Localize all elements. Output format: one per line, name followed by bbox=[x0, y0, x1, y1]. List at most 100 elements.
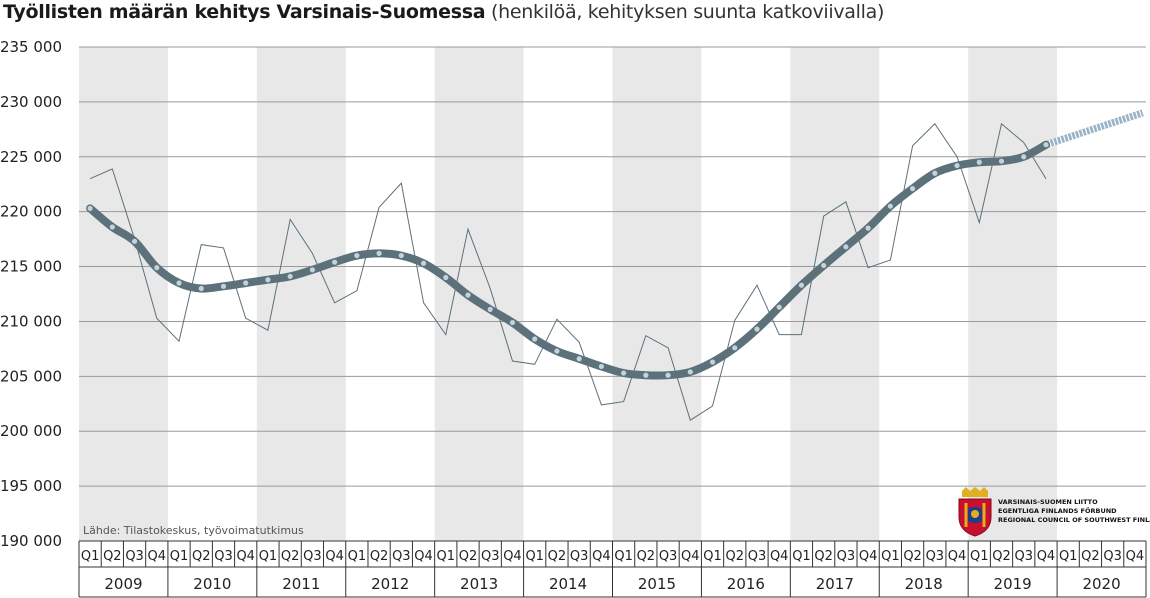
x-tick-year: 2020 bbox=[1082, 575, 1120, 593]
x-tick-quarter: Q1 bbox=[525, 549, 544, 564]
trend-point bbox=[887, 203, 893, 209]
x-tick-year: 2014 bbox=[549, 575, 587, 593]
trend-point bbox=[621, 370, 627, 376]
chart-title-main: Työllisten määrän kehitys Varsinais-Suom… bbox=[3, 1, 486, 23]
x-tick-quarter: Q2 bbox=[103, 549, 122, 564]
y-tick-label: 235 000 bbox=[0, 38, 62, 56]
trend-point bbox=[376, 250, 382, 256]
trend-point bbox=[687, 369, 693, 375]
trend-point bbox=[776, 304, 782, 310]
trend-point bbox=[1021, 154, 1027, 160]
trend-point bbox=[909, 186, 916, 192]
year-band-2011 bbox=[256, 47, 346, 541]
year-bands bbox=[79, 47, 1058, 541]
x-tick-quarter: Q4 bbox=[1126, 549, 1145, 564]
trend-point bbox=[354, 252, 360, 259]
trend-point bbox=[509, 319, 516, 326]
trend-point bbox=[576, 356, 582, 362]
x-tick-quarter: Q1 bbox=[437, 549, 456, 564]
x-tick-year: 2016 bbox=[727, 575, 765, 593]
x-tick-quarter: Q4 bbox=[414, 549, 433, 564]
y-tick-label: 200 000 bbox=[0, 422, 62, 440]
trend-point bbox=[798, 282, 805, 288]
x-tick-quarter: Q1 bbox=[970, 549, 989, 564]
trend-point bbox=[154, 265, 160, 271]
trend-point bbox=[487, 306, 493, 312]
x-tick-quarter: Q1 bbox=[348, 549, 367, 564]
x-tick-quarter: Q4 bbox=[1037, 549, 1056, 564]
trend-point bbox=[865, 225, 871, 231]
trend-point bbox=[109, 224, 115, 230]
trend-point bbox=[976, 159, 982, 165]
x-tick-quarter: Q3 bbox=[1103, 549, 1122, 564]
series-layer bbox=[86, 109, 1144, 421]
x-tick-quarter: Q2 bbox=[459, 549, 478, 564]
trend-point bbox=[954, 162, 960, 169]
x-tick-quarter: Q2 bbox=[992, 549, 1011, 564]
y-tick-label: 225 000 bbox=[0, 148, 62, 166]
x-tick-quarter: Q2 bbox=[1081, 549, 1100, 564]
trend-point bbox=[821, 262, 827, 269]
logo-text: VARSINAIS-SUOMEN LIITTO EGENTLIGA FINLAN… bbox=[998, 498, 1150, 525]
x-tick-quarter: Q2 bbox=[192, 549, 211, 564]
x-tick-quarter: Q2 bbox=[281, 549, 300, 564]
trend-point bbox=[665, 372, 671, 378]
x-tick-quarter: Q4 bbox=[948, 549, 967, 564]
trend-point bbox=[598, 363, 604, 370]
trend-point bbox=[243, 280, 249, 286]
year-band-2013 bbox=[434, 47, 524, 541]
trend-point bbox=[87, 205, 93, 211]
y-tick-label: 215 000 bbox=[0, 258, 62, 276]
x-tick-quarter: Q1 bbox=[703, 549, 722, 564]
x-tick-quarter: Q2 bbox=[548, 549, 567, 564]
trend-point bbox=[398, 252, 404, 259]
trend-point bbox=[332, 259, 338, 265]
y-tick-label: 220 000 bbox=[0, 203, 62, 221]
y-tick-label: 195 000 bbox=[0, 477, 62, 495]
x-tick-quarter: Q2 bbox=[814, 549, 833, 564]
year-band-2015 bbox=[612, 47, 702, 541]
trend-point bbox=[843, 244, 849, 250]
x-tick-quarter: Q1 bbox=[881, 549, 900, 564]
series-trend-line bbox=[86, 140, 1050, 380]
trend-point bbox=[532, 336, 538, 342]
trend-point bbox=[465, 292, 471, 298]
x-tick-quarter: Q1 bbox=[81, 549, 100, 564]
trend-point bbox=[287, 273, 293, 280]
x-tick-quarter: Q2 bbox=[903, 549, 922, 564]
trend-point bbox=[709, 359, 716, 365]
x-tick-quarter: Q4 bbox=[592, 549, 611, 564]
trend-point bbox=[309, 267, 316, 273]
x-tick-quarter: Q4 bbox=[148, 549, 167, 564]
x-tick-year: 2019 bbox=[994, 575, 1032, 593]
x-tick-year: 2010 bbox=[193, 575, 231, 593]
trend-point bbox=[754, 326, 760, 332]
forecast-line bbox=[1044, 109, 1144, 149]
trend-point bbox=[420, 260, 427, 266]
y-axis-ticks: 190 000 195 000 200 000 205 000 210 000 215 0… bbox=[0, 38, 62, 550]
logo: VARSINAIS-SUOMEN LIITTO EGENTLIGA FINLAN… bbox=[956, 487, 1150, 537]
x-tick-quarter: Q1 bbox=[170, 549, 189, 564]
trend-point bbox=[265, 277, 271, 283]
x-tick-quarter: Q4 bbox=[681, 549, 700, 564]
x-tick-year: 2012 bbox=[371, 575, 409, 593]
logo-line-1: VARSINAIS-SUOMEN LIITTO bbox=[998, 498, 1098, 506]
x-tick-quarter: Q1 bbox=[614, 549, 633, 564]
trend-point bbox=[554, 348, 560, 354]
y-tick-label: 210 000 bbox=[0, 312, 62, 330]
trend-point bbox=[198, 285, 204, 292]
year-band-2019 bbox=[968, 47, 1058, 541]
logo-line-3: REGIONAL COUNCIL OF SOUTHWEST FINLAND bbox=[998, 516, 1150, 524]
x-tick-quarter: Q4 bbox=[770, 549, 789, 564]
x-tick-year: 2018 bbox=[905, 575, 943, 593]
trend-point bbox=[443, 274, 449, 281]
x-tick-quarter: Q2 bbox=[637, 549, 656, 564]
x-tick-quarter: Q2 bbox=[370, 549, 389, 564]
y-tick-label: 205 000 bbox=[0, 367, 62, 385]
chart-title: Työllisten määrän kehitys Varsinais-Suom… bbox=[3, 1, 884, 23]
x-tick-year: 2009 bbox=[104, 575, 142, 593]
coat-of-arms-icon bbox=[958, 487, 992, 537]
x-tick-year: 2015 bbox=[638, 575, 676, 593]
trend-point bbox=[220, 283, 227, 289]
